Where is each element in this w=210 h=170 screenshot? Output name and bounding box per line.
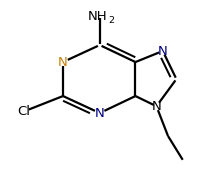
Text: N: N xyxy=(58,56,68,69)
Text: N: N xyxy=(95,107,105,120)
Text: 2: 2 xyxy=(108,16,114,24)
Text: N: N xyxy=(158,45,168,57)
Text: Cl: Cl xyxy=(18,105,31,118)
Text: N: N xyxy=(152,100,161,113)
Text: NH: NH xyxy=(88,11,108,23)
